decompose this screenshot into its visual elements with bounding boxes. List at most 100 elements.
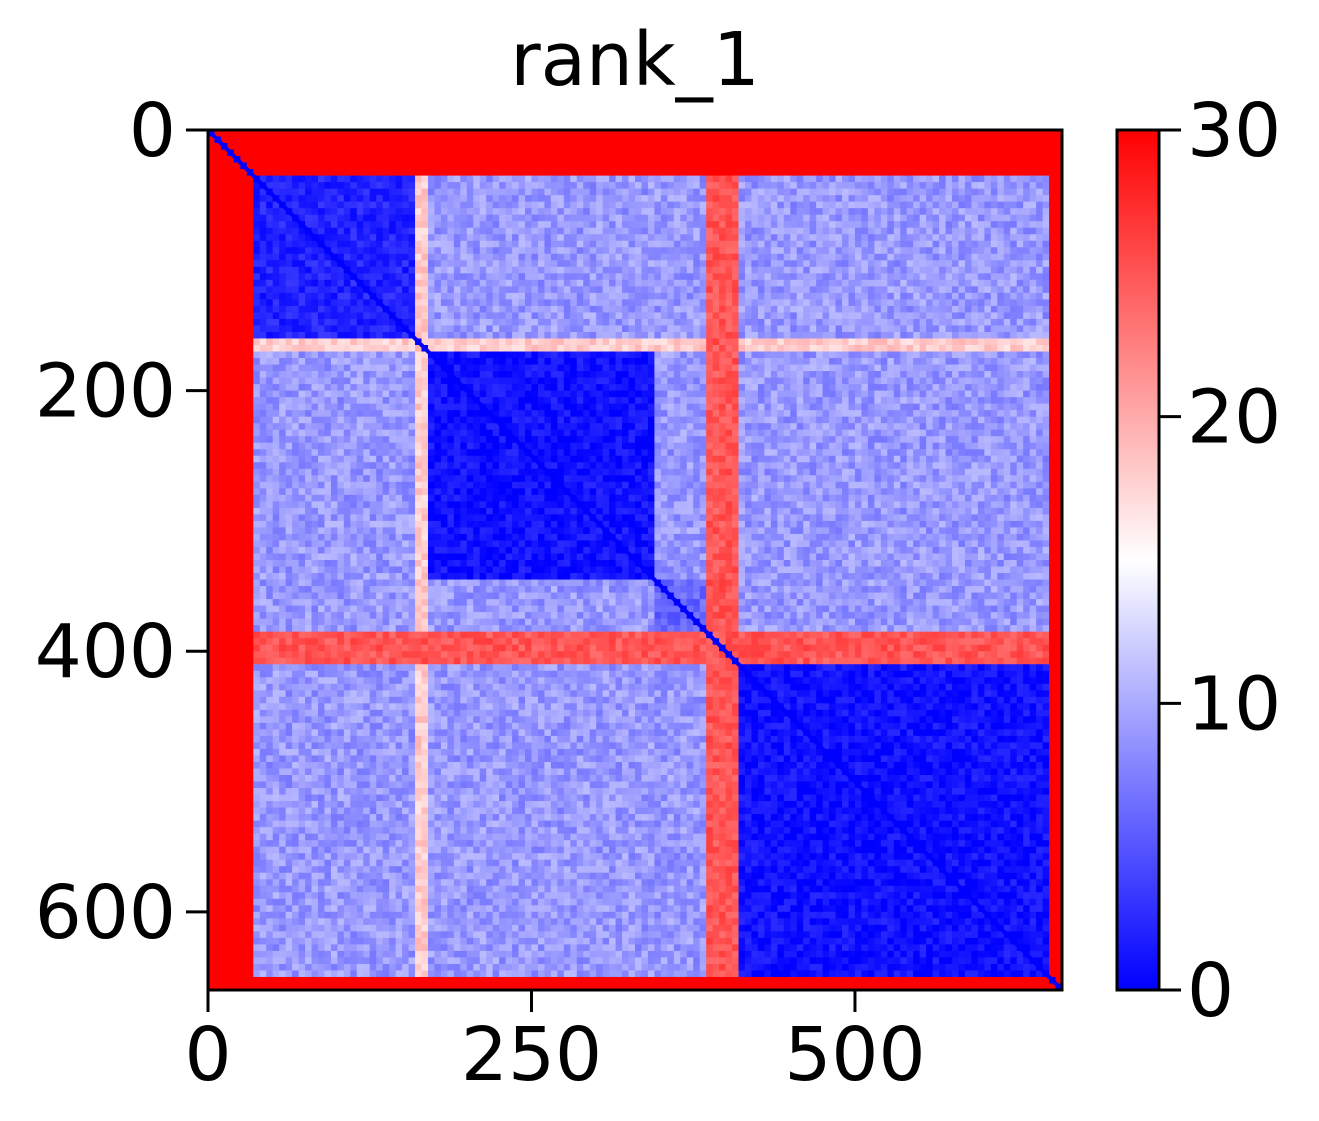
heatmap-cell bbox=[279, 292, 287, 300]
heatmap-cell bbox=[732, 371, 740, 379]
heatmap-cell bbox=[434, 266, 442, 274]
heatmap-cell bbox=[880, 162, 888, 170]
heatmap-cell bbox=[544, 136, 552, 144]
heatmap-cell bbox=[427, 201, 436, 209]
heatmap-cell bbox=[990, 240, 998, 248]
heatmap-cell bbox=[641, 266, 649, 274]
heatmap-cell bbox=[654, 201, 662, 209]
heatmap-cell bbox=[395, 273, 403, 281]
heatmap-cell bbox=[829, 188, 837, 196]
heatmap-cell bbox=[952, 253, 960, 261]
heatmap-cell bbox=[641, 240, 649, 248]
heatmap-cell bbox=[699, 182, 707, 190]
heatmap-cell bbox=[977, 325, 985, 333]
heatmap-cell bbox=[913, 143, 921, 151]
heatmap-cell bbox=[919, 175, 927, 183]
heatmap-cell bbox=[330, 162, 338, 170]
heatmap-cell bbox=[415, 266, 423, 274]
heatmap-cell bbox=[712, 214, 720, 222]
heatmap-cell bbox=[932, 175, 940, 183]
heatmap-cell bbox=[1036, 299, 1044, 307]
heatmap-cell bbox=[576, 351, 584, 359]
heatmap-cell bbox=[395, 364, 403, 372]
heatmap-cell bbox=[719, 312, 727, 320]
heatmap-cell bbox=[680, 143, 688, 151]
heatmap-cell bbox=[369, 286, 377, 294]
heatmap-cell bbox=[635, 318, 643, 327]
heatmap-cell bbox=[499, 227, 507, 235]
heatmap-cell bbox=[667, 279, 675, 287]
heatmap-cell bbox=[958, 247, 966, 255]
heatmap-cell bbox=[900, 201, 908, 209]
heatmap-cell bbox=[848, 175, 856, 183]
heatmap-cell bbox=[363, 364, 371, 372]
heatmap-cell bbox=[279, 371, 287, 379]
heatmap-cell bbox=[1003, 182, 1011, 190]
heatmap-cell bbox=[880, 221, 888, 229]
heatmap-cell bbox=[525, 208, 533, 216]
heatmap-cell bbox=[350, 299, 358, 307]
heatmap-cell bbox=[233, 188, 241, 196]
heatmap-cell bbox=[622, 221, 630, 229]
heatmap-cell bbox=[544, 188, 552, 196]
heatmap-cell bbox=[1016, 208, 1024, 216]
heatmap-cell bbox=[854, 279, 863, 287]
heatmap-cell bbox=[699, 305, 707, 314]
heatmap-cell bbox=[822, 266, 830, 274]
heatmap-cell bbox=[738, 143, 746, 151]
heatmap-cell bbox=[227, 253, 235, 261]
heatmap-cell bbox=[317, 358, 326, 366]
heatmap-cell bbox=[842, 338, 850, 346]
heatmap-cell bbox=[505, 149, 513, 157]
heatmap-cell bbox=[279, 325, 287, 333]
heatmap-cell bbox=[628, 156, 636, 164]
heatmap-cell bbox=[783, 169, 791, 177]
heatmap-cell bbox=[525, 331, 533, 340]
heatmap-cell bbox=[1049, 260, 1057, 268]
heatmap-cell bbox=[473, 195, 481, 203]
heatmap-cell bbox=[919, 358, 927, 366]
heatmap-cell bbox=[1042, 305, 1050, 314]
heatmap-cell bbox=[680, 130, 688, 138]
heatmap-cell bbox=[208, 143, 216, 151]
heatmap-cell bbox=[829, 338, 837, 346]
heatmap-cell bbox=[208, 195, 216, 203]
heatmap-cell bbox=[1010, 338, 1018, 346]
heatmap-cell bbox=[990, 188, 998, 196]
heatmap-cell bbox=[440, 273, 448, 281]
heatmap-cell bbox=[673, 331, 681, 340]
heatmap-cell bbox=[803, 345, 811, 353]
heatmap-cell bbox=[641, 162, 649, 170]
heatmap-cell bbox=[842, 208, 850, 216]
heatmap-cell bbox=[402, 130, 410, 138]
heatmap-cell bbox=[479, 338, 487, 346]
heatmap-cell bbox=[932, 279, 940, 287]
heatmap-cell bbox=[343, 351, 351, 359]
heatmap-cell bbox=[725, 273, 733, 281]
heatmap-cell bbox=[486, 266, 494, 274]
heatmap-cell bbox=[1023, 195, 1031, 203]
heatmap-cell bbox=[466, 260, 474, 268]
heatmap-cell bbox=[460, 182, 468, 190]
heatmap-cell bbox=[421, 208, 429, 216]
heatmap-cell bbox=[926, 195, 934, 203]
heatmap-cell bbox=[874, 195, 882, 203]
heatmap-cell bbox=[479, 195, 487, 203]
heatmap-cell bbox=[952, 351, 960, 359]
heatmap-cell bbox=[602, 292, 610, 300]
heatmap-cell bbox=[389, 351, 397, 359]
heatmap-cell bbox=[615, 358, 623, 366]
heatmap-cell bbox=[440, 149, 448, 157]
heatmap-cell bbox=[732, 331, 740, 340]
heatmap-cell bbox=[570, 331, 578, 340]
heatmap-cell bbox=[402, 266, 410, 274]
heatmap-cell bbox=[369, 195, 377, 203]
heatmap-cell bbox=[285, 162, 293, 170]
heatmap-cell bbox=[1016, 351, 1024, 359]
heatmap-cell bbox=[208, 299, 216, 307]
heatmap-cell bbox=[233, 182, 241, 190]
heatmap-cell bbox=[829, 318, 837, 327]
heatmap-cell bbox=[829, 149, 837, 157]
heatmap-cell bbox=[415, 312, 423, 320]
heatmap-cell bbox=[686, 130, 694, 138]
